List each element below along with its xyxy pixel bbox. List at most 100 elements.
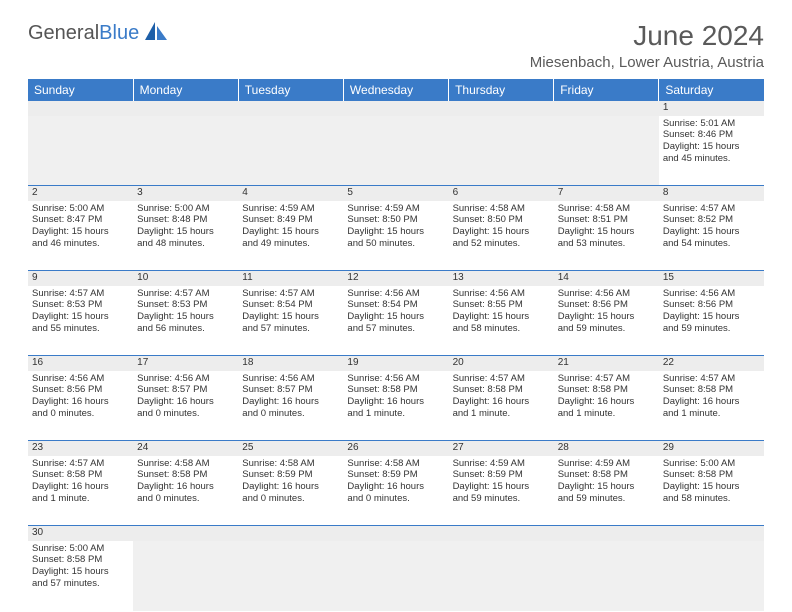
cell-line: Sunrise: 4:59 AM [558,458,655,470]
cell-line: Daylight: 16 hours [453,396,550,408]
day-number [659,526,764,541]
cell-line: Daylight: 16 hours [137,396,234,408]
logo-part1: General [28,22,99,44]
cell-line: Daylight: 15 hours [558,481,655,493]
day-number: 12 [343,271,448,286]
day-number: 1 [659,101,764,116]
content-row: Sunrise: 4:56 AMSunset: 8:56 PMDaylight:… [28,371,764,441]
cell-line: Daylight: 15 hours [663,226,760,238]
cell-line: Daylight: 16 hours [32,396,129,408]
cell-line: and 50 minutes. [347,238,444,250]
cell-line: Daylight: 15 hours [663,311,760,323]
day-cell: Sunrise: 4:57 AMSunset: 8:58 PMDaylight:… [28,456,133,526]
header: GeneralBlue June 2024 Miesenbach, Lower … [28,20,764,71]
day-number [554,526,659,541]
day-cell: Sunrise: 5:00 AMSunset: 8:47 PMDaylight:… [28,201,133,271]
day-cell: Sunrise: 4:58 AMSunset: 8:59 PMDaylight:… [343,456,448,526]
day-cell [449,541,554,611]
day-cell: Sunrise: 4:59 AMSunset: 8:49 PMDaylight:… [238,201,343,271]
day-number: 5 [343,186,448,201]
weekday-header-row: Sunday Monday Tuesday Wednesday Thursday… [28,79,764,101]
content-row: Sunrise: 5:01 AMSunset: 8:46 PMDaylight:… [28,116,764,186]
cell-line: and 1 minute. [558,408,655,420]
day-number: 15 [659,271,764,286]
day-cell [133,541,238,611]
day-number [28,101,133,116]
sail-icon [143,20,169,47]
day-number: 7 [554,186,659,201]
cell-line: Sunset: 8:57 PM [137,384,234,396]
cell-line: Sunset: 8:56 PM [558,299,655,311]
day-cell [238,116,343,186]
day-cell [343,116,448,186]
cell-line: Sunrise: 4:57 AM [242,288,339,300]
cell-line: Daylight: 15 hours [347,311,444,323]
weekday-header: Saturday [659,79,764,101]
day-cell: Sunrise: 4:56 AMSunset: 8:57 PMDaylight:… [238,371,343,441]
cell-line: Sunset: 8:54 PM [347,299,444,311]
day-cell [449,116,554,186]
cell-line: Sunset: 8:50 PM [347,214,444,226]
day-cell [28,116,133,186]
logo: GeneralBlue [28,20,169,47]
cell-line: and 0 minutes. [242,408,339,420]
cell-line: Sunrise: 4:56 AM [558,288,655,300]
cell-line: Sunrise: 4:57 AM [137,288,234,300]
title-block: June 2024 Miesenbach, Lower Austria, Aus… [530,20,764,71]
cell-line: Daylight: 16 hours [137,481,234,493]
cell-line: Daylight: 16 hours [242,481,339,493]
day-cell: Sunrise: 4:56 AMSunset: 8:58 PMDaylight:… [343,371,448,441]
day-cell [659,541,764,611]
cell-line: Sunrise: 4:57 AM [453,373,550,385]
content-row: Sunrise: 5:00 AMSunset: 8:58 PMDaylight:… [28,541,764,611]
day-number: 26 [343,441,448,456]
cell-line: and 57 minutes. [242,323,339,335]
day-cell: Sunrise: 5:00 AMSunset: 8:58 PMDaylight:… [28,541,133,611]
calendar-table: Sunday Monday Tuesday Wednesday Thursday… [28,79,764,611]
cell-line: Daylight: 15 hours [558,226,655,238]
weekday-header: Wednesday [343,79,448,101]
day-number: 22 [659,356,764,371]
cell-line: Sunrise: 4:58 AM [347,458,444,470]
cell-line: Sunset: 8:58 PM [32,469,129,481]
cell-line: and 57 minutes. [347,323,444,335]
month-title: June 2024 [530,20,764,52]
cell-line: Sunrise: 4:56 AM [32,373,129,385]
day-number [554,101,659,116]
cell-line: Sunset: 8:49 PM [242,214,339,226]
cell-line: and 48 minutes. [137,238,234,250]
day-number: 27 [449,441,554,456]
cell-line: Sunrise: 4:58 AM [137,458,234,470]
cell-line: and 58 minutes. [453,323,550,335]
cell-line: and 0 minutes. [347,493,444,505]
cell-line: Daylight: 16 hours [347,481,444,493]
cell-line: Sunset: 8:58 PM [453,384,550,396]
day-number: 4 [238,186,343,201]
day-number: 3 [133,186,238,201]
cell-line: and 59 minutes. [663,323,760,335]
day-number: 8 [659,186,764,201]
day-number [238,526,343,541]
cell-line: Daylight: 15 hours [453,311,550,323]
cell-line: Daylight: 16 hours [242,396,339,408]
day-number: 6 [449,186,554,201]
cell-line: and 55 minutes. [32,323,129,335]
daynum-row: 30 [28,526,764,541]
day-cell: Sunrise: 4:57 AMSunset: 8:53 PMDaylight:… [133,286,238,356]
daynum-row: 16171819202122 [28,356,764,371]
cell-line: Sunrise: 4:56 AM [453,288,550,300]
cell-line: Daylight: 15 hours [242,226,339,238]
cell-line: Daylight: 15 hours [347,226,444,238]
cell-line: Sunrise: 5:00 AM [137,203,234,215]
day-cell: Sunrise: 4:56 AMSunset: 8:55 PMDaylight:… [449,286,554,356]
day-cell: Sunrise: 4:57 AMSunset: 8:58 PMDaylight:… [554,371,659,441]
cell-line: Sunrise: 4:59 AM [242,203,339,215]
cell-line: and 1 minute. [347,408,444,420]
cell-line: Sunrise: 4:59 AM [347,203,444,215]
cell-line: Daylight: 15 hours [137,226,234,238]
cell-line: and 46 minutes. [32,238,129,250]
day-cell: Sunrise: 4:56 AMSunset: 8:54 PMDaylight:… [343,286,448,356]
cell-line: Sunrise: 4:59 AM [453,458,550,470]
cell-line: Sunset: 8:46 PM [663,129,760,141]
cell-line: Sunrise: 5:01 AM [663,118,760,130]
